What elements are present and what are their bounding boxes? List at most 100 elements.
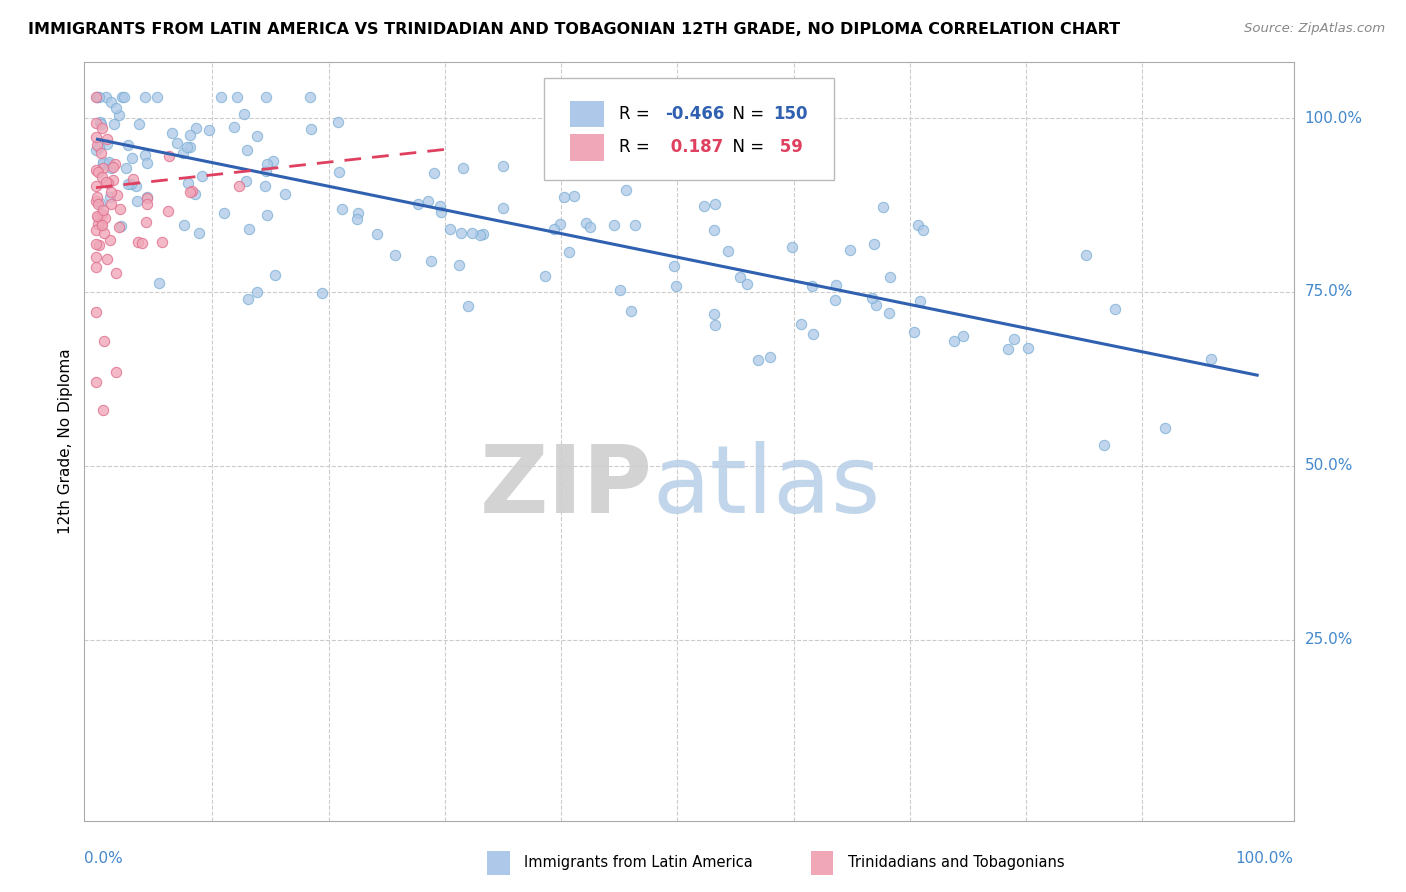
Point [96,132,118,146]
Text: R =: R = [619,105,655,123]
Point [470,228,492,243]
Point [256,157,278,171]
Point [87,211,110,225]
Point [101,173,124,187]
Point [89,195,111,210]
Point [160,126,183,140]
Point [624,219,647,233]
Point [134,148,156,162]
Point [423,166,446,180]
Point [907,218,929,232]
Point [179,139,201,153]
Point [128,117,150,131]
Point [100,197,122,211]
Point [101,160,124,174]
Point [91,219,114,233]
Point [94,211,117,225]
Point [97,157,120,171]
Point [824,293,846,307]
Text: N =: N = [721,105,769,123]
Point [87,217,110,231]
Point [1092,438,1115,452]
Point [100,161,122,175]
Point [98,189,121,203]
Point [274,186,297,201]
Point [246,285,269,299]
Point [574,216,596,230]
Point [176,139,198,153]
Point [997,343,1019,357]
Point [952,329,974,343]
Point [943,334,966,349]
Point [346,211,368,226]
Point [548,218,571,232]
Point [735,277,758,291]
FancyBboxPatch shape [544,78,834,180]
Point [181,184,204,198]
Point [90,117,112,131]
Point [110,219,132,234]
Point [328,165,350,179]
Point [903,325,925,339]
Point [87,139,110,153]
Point [1074,248,1097,262]
Point [96,136,118,151]
Text: 0.187: 0.187 [665,138,723,156]
Point [330,202,353,217]
Point [84,194,107,208]
Point [299,122,322,136]
Point [91,202,114,217]
Point [311,285,333,300]
Point [157,149,180,163]
Point [558,245,581,260]
Point [235,174,257,188]
Point [166,136,188,150]
Point [91,157,114,171]
Point [84,237,107,252]
Point [703,307,725,321]
Point [326,115,349,129]
Point [209,90,232,104]
Point [97,176,120,190]
Point [94,175,117,189]
Point [790,317,813,331]
Point [125,194,148,209]
Point [90,170,112,185]
Point [253,178,276,193]
Point [136,196,159,211]
Point [457,299,479,313]
Point [191,169,214,184]
Point [110,202,132,216]
Point [90,146,112,161]
Text: Trinidadians and Tobagonians: Trinidadians and Tobagonians [848,855,1064,870]
Point [233,107,256,121]
Text: ZIP: ZIP [479,441,652,533]
Point [104,157,127,171]
Point [800,279,823,293]
Point [263,268,285,282]
Text: -0.466: -0.466 [665,105,724,123]
Point [136,155,159,169]
Point [384,248,406,262]
Point [84,129,107,144]
Point [225,90,247,104]
Point [747,353,769,368]
Point [84,305,107,319]
Point [879,270,901,285]
Point [492,159,515,173]
Point [451,161,474,175]
Point [157,203,180,218]
Point [114,90,136,104]
Point [1154,421,1177,435]
Point [117,137,139,152]
Point [605,165,627,179]
Point [1104,302,1126,317]
FancyBboxPatch shape [571,101,605,128]
Point [84,163,107,178]
Point [84,179,107,194]
Point [564,189,586,203]
Point [148,276,170,290]
Point [111,90,134,104]
Text: R =: R = [619,138,655,156]
Point [84,250,107,264]
